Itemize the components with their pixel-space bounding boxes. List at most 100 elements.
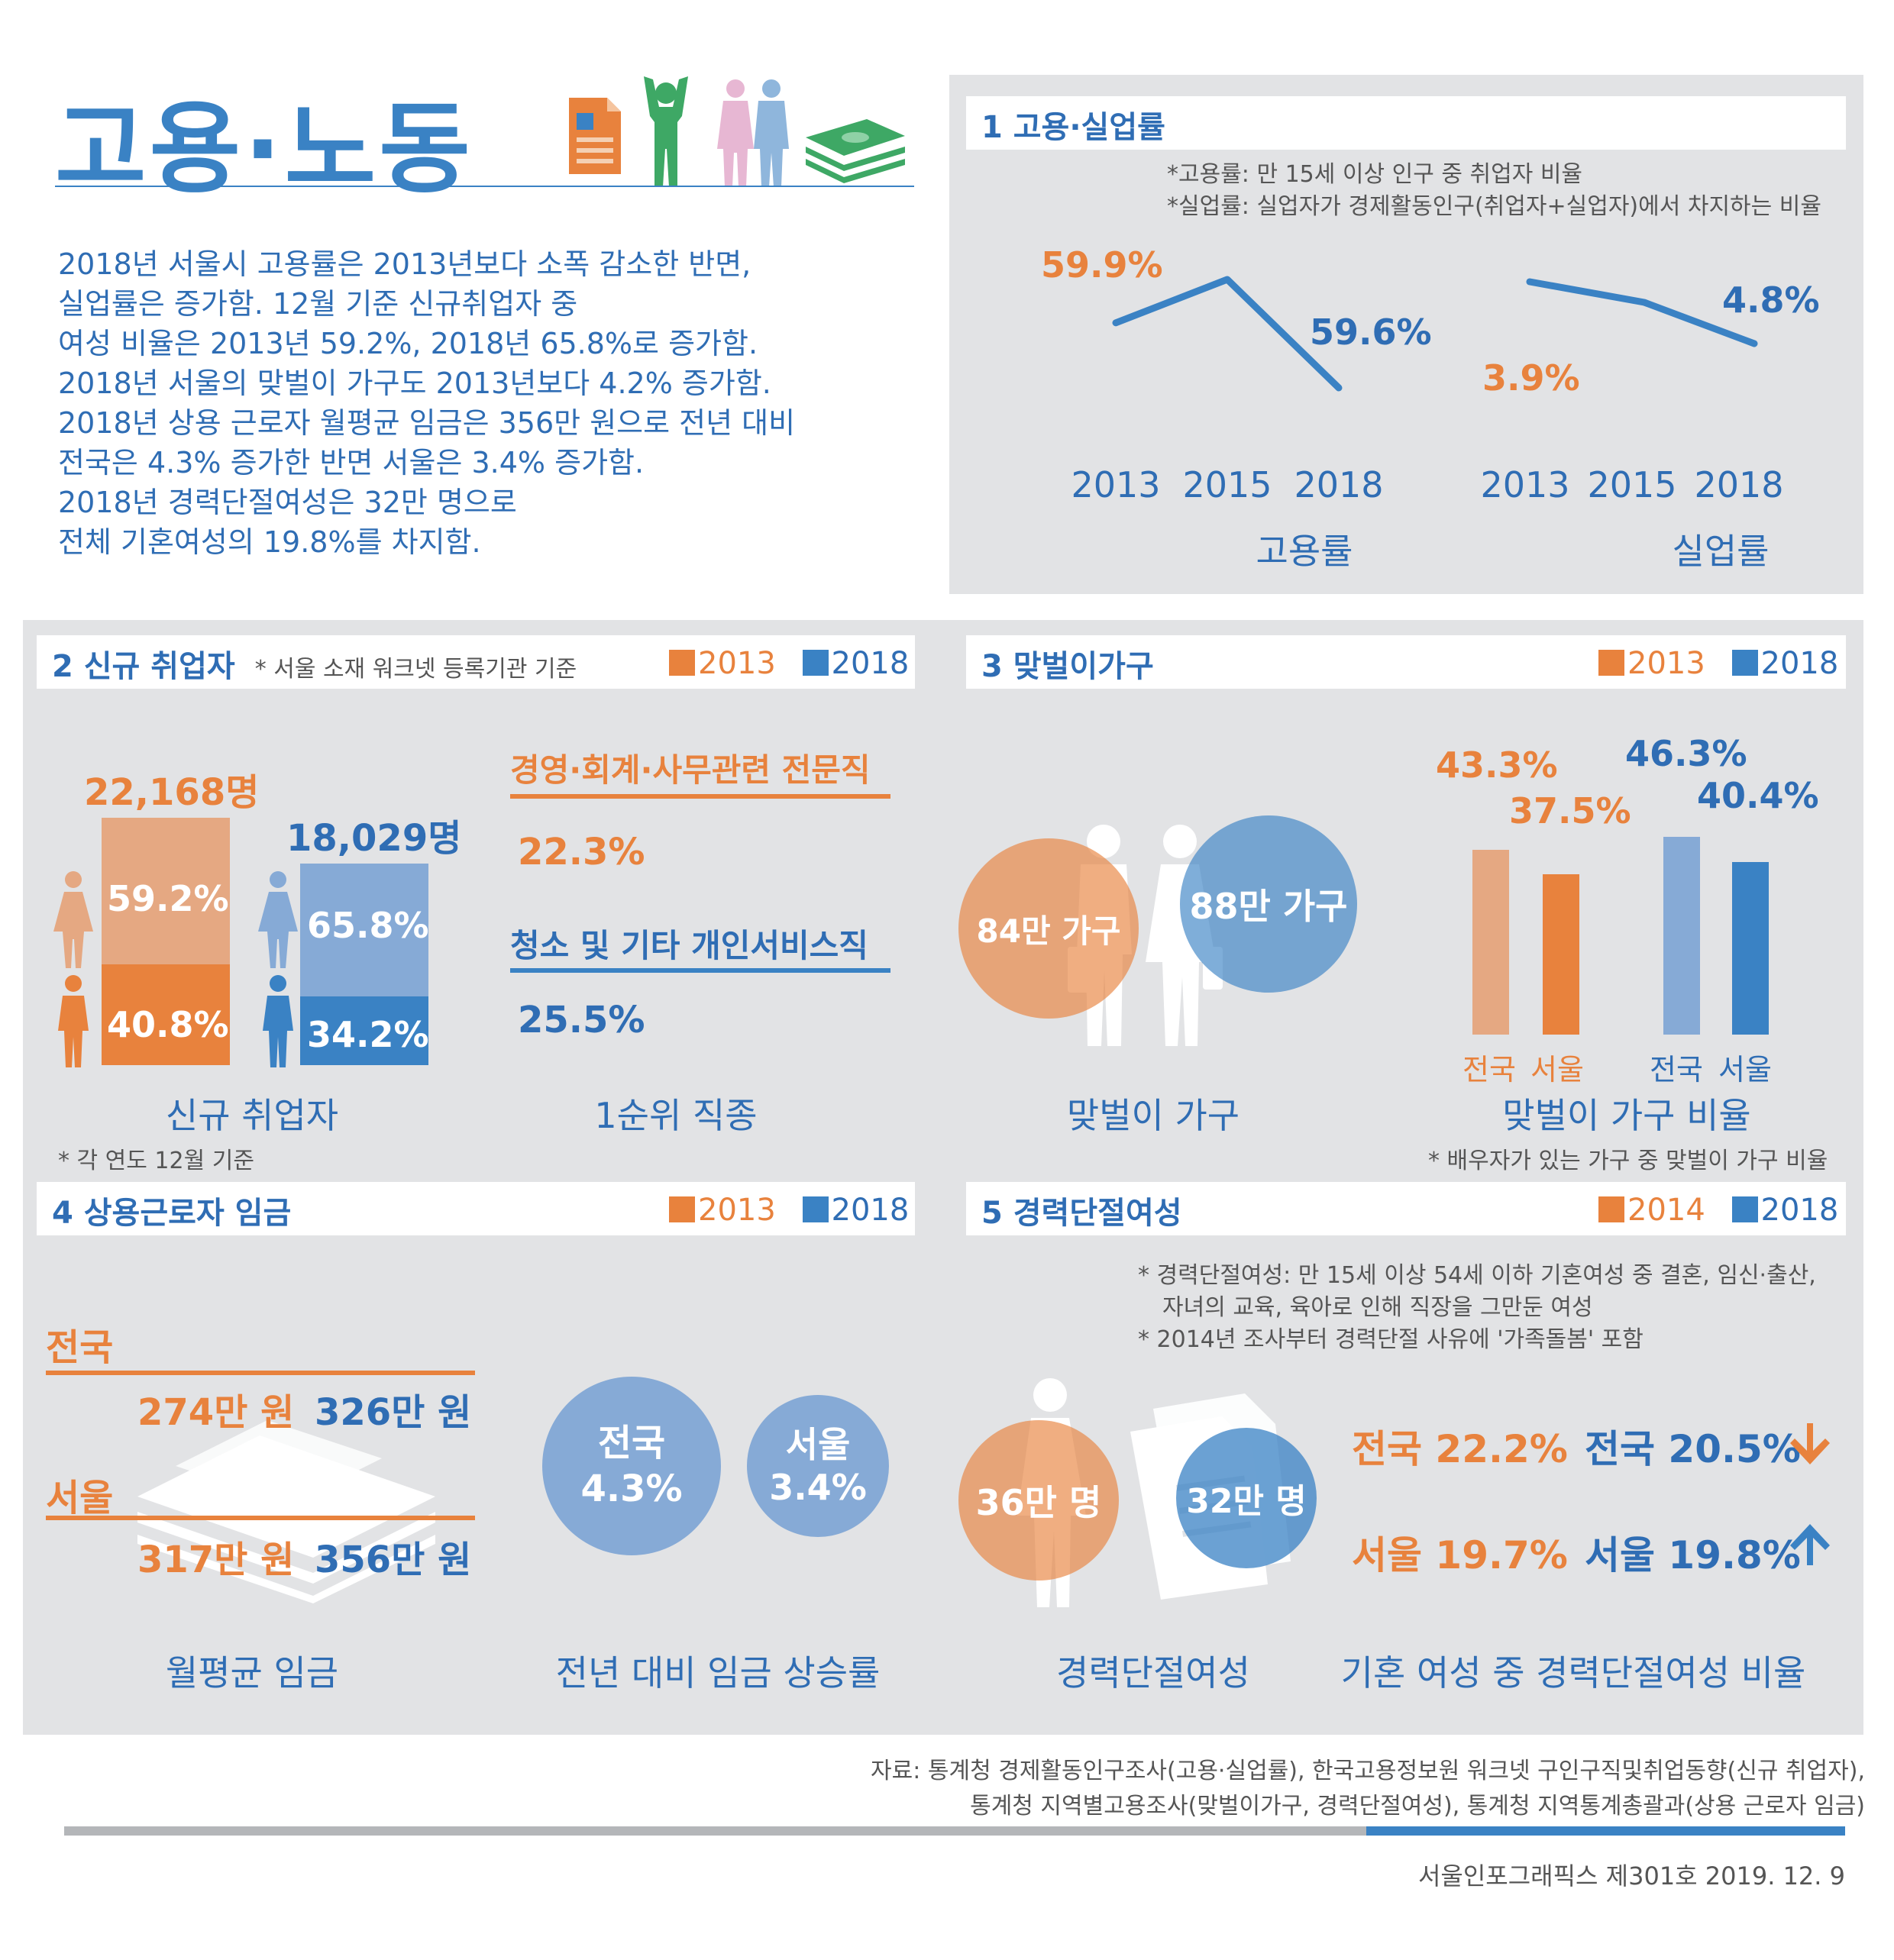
legend-2018: 2018 <box>1760 646 1839 681</box>
footer-source: 자료: 통계청 경제활동인구조사(고용·실업률), 한국고용정보원 워크넷 구인… <box>871 1754 1865 1824</box>
section3-header: 3 맞벌이가구 2013 2018 <box>966 635 1846 689</box>
employment-tick-2015: 2015 <box>1182 464 1272 505</box>
employment-label-2018: 59.6% <box>1310 312 1432 353</box>
legend-2013: 2013 <box>698 646 776 681</box>
intro-line: 2018년 서울의 맞벌이 가구도 2013년보다 4.2% 증가함. <box>58 366 771 400</box>
intro-line: 실업률은 증가함. 12월 기준 신규취업자 중 <box>58 287 578 321</box>
arrow-up-icon <box>1790 1524 1830 1565</box>
section2-title-text: 2 신규 취업자 <box>52 649 235 684</box>
page-title: 고용·노동 <box>55 91 474 207</box>
legend-2014: 2014 <box>1627 1193 1705 1228</box>
intro-line: 2018년 경력단절여성은 32만 명으로 <box>58 486 517 519</box>
top-job-2013-value: 22.3% <box>518 831 645 873</box>
section4-legend: 2013 2018 <box>669 1193 909 1228</box>
section4-header: 4 상용근로자 임금 2013 2018 <box>37 1182 915 1235</box>
female-share-2013: 59.2% <box>107 878 229 919</box>
national-wage-2013: 274만 원 <box>137 1391 295 1434</box>
dual-income-bar-2018-national <box>1663 836 1700 1035</box>
category-seoul-2013: 서울 <box>1530 1053 1584 1087</box>
section1-title: 1 고용·실업률 <box>981 110 1165 145</box>
bar-label-national-2013: 43.3% <box>1436 744 1558 786</box>
section3-legend: 2013 2018 <box>1598 646 1838 681</box>
legend-2013: 2013 <box>1627 646 1705 681</box>
career-break-2018-value: 32만 명 <box>1186 1482 1307 1521</box>
section1-panel: 1 고용·실업률 *고용률: 만 15세 이상 인구 중 취업자 비율 *실업률… <box>949 75 1863 594</box>
top-job-2013-rule <box>510 794 890 799</box>
career-break-ratio-caption: 기혼 여성 중 경력단절여성 비율 <box>1340 1652 1806 1694</box>
source-line: 통계청 지역별고용조사(맞벌이가구, 경력단절여성), 통계청 지역통계총괄과(… <box>970 1793 1865 1820</box>
top-job-2018-value: 25.5% <box>518 999 645 1041</box>
legend-2013: 2013 <box>698 1193 776 1228</box>
intro-text: 2018년 서울시 고용률은 2013년보다 소폭 감소한 반면, 실업률은 증… <box>58 244 795 562</box>
category-national-2013: 전국 <box>1463 1053 1516 1087</box>
national-rule <box>46 1371 475 1375</box>
bar-2013-male <box>102 964 230 1065</box>
employment-rate-line <box>1112 276 1343 392</box>
national-label: 전국 <box>46 1326 114 1369</box>
note-line: * 2014년 조사부터 경력단절 사유에 '가족돌봄' 포함 <box>1138 1326 1644 1353</box>
document-stack-icon <box>137 1420 435 1603</box>
legend-swatch-blue <box>802 1196 829 1222</box>
seoul-label: 서울 <box>46 1477 114 1519</box>
section4-title: 4 상용근로자 임금 <box>52 1196 292 1231</box>
legend-swatch-orange <box>1598 650 1624 676</box>
male-share-2013: 40.8% <box>107 1004 229 1045</box>
intro-line: 전국은 4.3% 증가한 반면 서울은 3.4% 증가함. <box>58 446 645 480</box>
footer-issue: 서울인포그래픽스 제301호 2019. 12. 9 <box>1417 1862 1845 1891</box>
seoul-growth-label: 서울 <box>785 1424 851 1465</box>
legend-2018: 2018 <box>1760 1193 1839 1228</box>
intro-line: 2018년 서울시 고용률은 2013년보다 소폭 감소한 반면, <box>58 247 751 281</box>
top-job-2013: 경영·회계·사무관련 전문직 <box>510 751 871 789</box>
female-icon <box>258 871 298 1067</box>
title-underline <box>55 186 914 187</box>
top-job-2018: 청소 및 기타 개인서비스직 <box>510 927 868 964</box>
cheering-person-icon <box>644 76 688 187</box>
career-break-2014-value: 36만 명 <box>975 1482 1102 1523</box>
section2-note: * 서울 소재 워크넷 등록기관 기준 <box>254 656 577 683</box>
legend-swatch-blue <box>802 650 829 676</box>
section5-notes: * 경력단절여성: 만 15세 이상 54세 이하 기혼여성 중 결혼, 임신·… <box>1138 1260 1816 1356</box>
national-growth-label: 전국 <box>597 1422 666 1464</box>
unemployment-label-2018: 4.8% <box>1722 279 1820 321</box>
ratio-national-2014: 전국 22.2% <box>1352 1427 1568 1471</box>
legend-swatch-blue <box>1731 650 1758 676</box>
seoul-growth-value: 3.4% <box>769 1467 867 1508</box>
legend-swatch-orange <box>669 650 695 676</box>
male-icon <box>263 975 293 1067</box>
section5-header: 5 경력단절여성 2014 2018 <box>966 1182 1846 1235</box>
national-wage-2018: 326만 원 <box>315 1391 472 1434</box>
section3-title: 3 맞벌이가구 <box>981 649 1154 684</box>
arrow-down-icon <box>1790 1423 1830 1464</box>
new-hires-caption: 신규 취업자 <box>165 1095 339 1136</box>
dual-income-bar-2018-seoul <box>1732 861 1769 1035</box>
seoul-rule <box>46 1516 475 1520</box>
bar-label-national-2018: 46.3% <box>1625 733 1747 774</box>
career-break-2018-circle: 32만 명 <box>1176 1428 1317 1568</box>
section1-header: 1 고용·실업률 <box>966 96 1846 150</box>
note-line: *고용률: 만 15세 이상 인구 중 취업자 비율 <box>1167 161 1583 188</box>
money-stack-icon <box>806 119 905 183</box>
unemployment-caption: 실업률 <box>1672 531 1770 572</box>
legend-2018: 2018 <box>831 646 910 681</box>
unemployment-tick-2013: 2013 <box>1480 464 1570 505</box>
document-icon <box>569 98 621 174</box>
new-hires-total-2018: 18,029명 <box>286 817 462 860</box>
section1-lines <box>1112 276 1758 392</box>
national-growth-value: 4.3% <box>580 1468 683 1510</box>
dual-income-rate-caption: 맞벌이 가구 비율 <box>1502 1095 1751 1136</box>
employment-label-2013: 59.9% <box>1041 244 1163 286</box>
career-break-2014-circle: 36만 명 <box>958 1420 1119 1581</box>
male-share-2018: 34.2% <box>307 1014 429 1055</box>
footer-bar-gray <box>64 1826 1366 1836</box>
households-2013-value: 84만 가구 <box>976 912 1121 950</box>
top-job-2018-rule <box>510 968 890 973</box>
households-2018-circle: 88만 가구 <box>1180 815 1357 993</box>
note-line: * 경력단절여성: 만 15세 이상 54세 이하 기혼여성 중 결혼, 임신·… <box>1138 1262 1816 1289</box>
bar-2018-male <box>300 996 428 1065</box>
national-growth-circle: 전국 4.3% <box>542 1377 721 1555</box>
intro-line: 2018년 상용 근로자 월평균 임금은 356만 원으로 전년 대비 <box>58 406 796 440</box>
career-break-caption: 경력단절여성 <box>1056 1652 1250 1694</box>
section2-header: 2 신규 취업자 * 서울 소재 워크넷 등록기관 기준 2013 2018 <box>37 635 915 689</box>
households-2018-value: 88만 가구 <box>1189 886 1348 927</box>
female-share-2018: 65.8% <box>307 905 429 946</box>
